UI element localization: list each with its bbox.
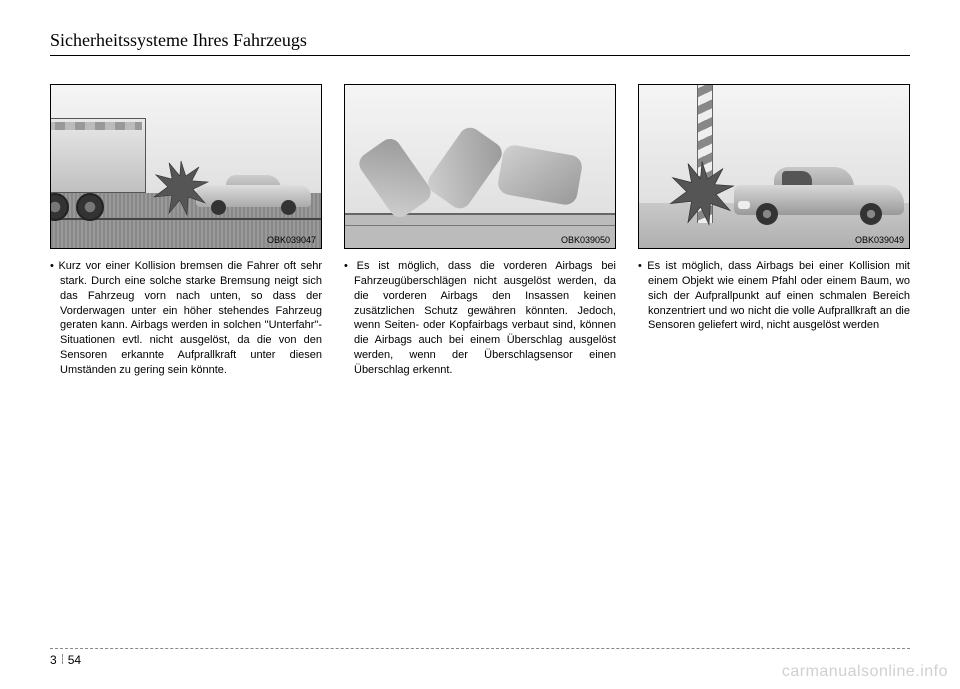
figure-caption: OBK039049	[855, 235, 904, 245]
page-number-value: 54	[68, 653, 81, 667]
figure-rollover: OBK039050	[344, 84, 616, 249]
column-1: OBK039047 • Kurz vor einer Kollision bre…	[50, 84, 322, 378]
impact-star-icon	[151, 158, 211, 218]
figure-caption: OBK039050	[561, 235, 610, 245]
header-rule	[50, 55, 910, 56]
figure-pole: OBK039049	[638, 84, 910, 249]
figure-underride: OBK039047	[50, 84, 322, 249]
page-header: Sicherheitssysteme Ihres Fahrzeugs	[50, 30, 910, 56]
column-2: OBK039050 • Es ist möglich, dass die vor…	[344, 84, 616, 378]
watermark: carmanualsonline.info	[782, 663, 948, 681]
manual-page: Sicherheitssysteme Ihres Fahrzeugs	[0, 0, 960, 689]
content-columns: OBK039047 • Kurz vor einer Kollision bre…	[50, 84, 910, 378]
body-text-1: • Kurz vor einer Kollision bremsen die F…	[50, 259, 322, 378]
body-text-3: • Es ist möglich, dass Airbags bei einer…	[638, 259, 910, 333]
impact-star-icon	[667, 158, 737, 228]
body-text-2: • Es ist möglich, dass die vorderen Airb…	[344, 259, 616, 378]
footer-rule	[50, 648, 910, 649]
column-3: OBK039049 • Es ist möglich, dass Airbags…	[638, 84, 910, 378]
section-title: Sicherheitssysteme Ihres Fahrzeugs	[50, 30, 910, 51]
figure-caption: OBK039047	[267, 235, 316, 245]
chapter-number: 3	[50, 653, 57, 667]
